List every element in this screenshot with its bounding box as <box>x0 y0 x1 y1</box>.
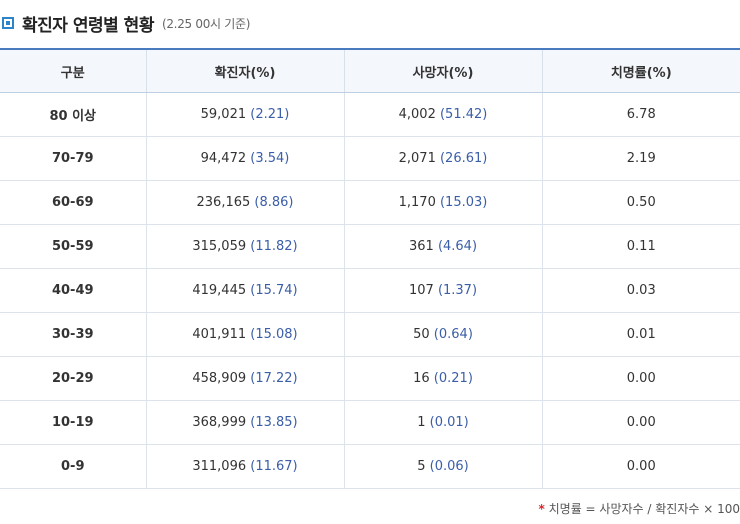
confirmed-cell: 315,059 (11.82) <box>145 224 344 269</box>
deaths-cell: 2,071 (26.61) <box>343 136 542 181</box>
confirmed-percent: (11.82) <box>250 239 298 254</box>
table-row: 70-79 94,472 (3.54) 2,071 (26.61) 2.19 <box>0 136 740 181</box>
fatality-rate-cell: 6.78 <box>541 92 740 137</box>
table-row: 40-49 419,445 (15.74) 107 (1.37) 0.03 <box>0 268 740 313</box>
confirmed-cell: 401,911 (15.08) <box>145 312 344 357</box>
footnote-mark: * <box>538 502 545 516</box>
deaths-count: 50 <box>413 327 430 342</box>
table-row: 0-9 311,096 (11.67) 5 (0.06) 0.00 <box>0 444 740 489</box>
deaths-cell: 5 (0.06) <box>343 444 542 489</box>
table-row: 80 이상 59,021 (2.21) 4,002 (51.42) 6.78 <box>0 92 740 137</box>
table-body: 80 이상 59,021 (2.21) 4,002 (51.42) 6.78 70-79… <box>0 92 740 489</box>
fatality-rate-cell: 0.03 <box>541 268 740 313</box>
age-group-cell: 30-39 <box>0 312 146 357</box>
deaths-count: 107 <box>408 283 434 298</box>
confirmed-percent: (8.86) <box>254 195 294 210</box>
confirmed-cell: 59,021 (2.21) <box>145 92 344 137</box>
fatality-rate-cell: 0.00 <box>541 400 740 445</box>
column-header: 치명률(%) <box>541 49 740 93</box>
confirmed-count: 311,096 <box>192 459 247 474</box>
deaths-cell: 107 (1.37) <box>343 268 542 313</box>
table-row: 20-29 458,909 (17.22) 16 (0.21) 0.00 <box>0 356 740 401</box>
deaths-cell: 1 (0.01) <box>343 400 542 445</box>
age-group-cell: 50-59 <box>0 224 146 269</box>
confirmed-count: 59,021 <box>200 107 247 122</box>
square-bullet-icon <box>2 17 14 29</box>
age-group-cell: 40-49 <box>0 268 146 313</box>
fatality-rate-cell: 0.11 <box>541 224 740 269</box>
age-stats-table: 구분 확진자(%) 사망자(%) 치명률(%) 80 이상 59,021 (2.2… <box>0 48 740 489</box>
table-row: 10-19 368,999 (13.85) 1 (0.01) 0.00 <box>0 400 740 445</box>
confirmed-count: 458,909 <box>192 371 247 386</box>
footnote-text: 치명률 = 사망자수 / 확진자수 × 100 <box>548 502 740 516</box>
table-row: 50-59 315,059 (11.82) 361 (4.64) 0.11 <box>0 224 740 269</box>
confirmed-cell: 368,999 (13.85) <box>145 400 344 445</box>
page-title: 확진자 연령별 현황 <box>22 15 154 36</box>
confirmed-cell: 94,472 (3.54) <box>145 136 344 181</box>
deaths-percent: (0.06) <box>429 459 469 474</box>
confirmed-count: 315,059 <box>192 239 247 254</box>
deaths-percent: (0.21) <box>433 371 473 386</box>
age-group-cell: 70-79 <box>0 136 146 181</box>
deaths-cell: 1,170 (15.03) <box>343 180 542 225</box>
deaths-percent: (51.42) <box>439 107 488 122</box>
confirmed-percent: (11.67) <box>250 459 298 474</box>
deaths-percent: (1.37) <box>437 283 478 298</box>
confirmed-count: 419,445 <box>192 283 247 298</box>
fatality-rate-cell: 2.19 <box>541 136 740 181</box>
confirmed-count: 236,165 <box>196 195 251 210</box>
confirmed-count: 368,999 <box>192 415 247 430</box>
deaths-count: 1 <box>417 415 426 430</box>
column-header: 사망자(%) <box>343 49 542 93</box>
confirmed-percent: (17.22) <box>250 371 298 386</box>
footnote: * 치명률 = 사망자수 / 확진자수 × 100 <box>539 500 740 517</box>
deaths-count: 1,170 <box>398 195 436 210</box>
age-group-cell: 20-29 <box>0 356 146 401</box>
deaths-percent: (26.61) <box>439 151 488 166</box>
column-header: 확진자(%) <box>145 49 344 93</box>
confirmed-count: 401,911 <box>192 327 247 342</box>
age-group-cell: 60-69 <box>0 180 146 225</box>
confirmed-percent: (3.54) <box>250 151 290 166</box>
confirmed-percent: (15.08) <box>250 327 298 342</box>
confirmed-cell: 236,165 (8.86) <box>145 180 344 225</box>
confirmed-percent: (15.74) <box>250 283 298 298</box>
deaths-percent: (4.64) <box>437 239 478 254</box>
confirmed-percent: (13.85) <box>250 415 298 430</box>
deaths-count: 361 <box>408 239 434 254</box>
age-group-cell: 80 이상 <box>0 92 146 137</box>
table-row: 60-69 236,165 (8.86) 1,170 (15.03) 0.50 <box>0 180 740 225</box>
confirmed-cell: 311,096 (11.67) <box>145 444 344 489</box>
deaths-count: 16 <box>413 371 430 386</box>
age-group-cell: 10-19 <box>0 400 146 445</box>
fatality-rate-cell: 0.00 <box>541 444 740 489</box>
deaths-count: 5 <box>417 459 426 474</box>
deaths-cell: 4,002 (51.42) <box>343 92 542 137</box>
fatality-rate-cell: 0.00 <box>541 356 740 401</box>
confirmed-cell: 458,909 (17.22) <box>145 356 344 401</box>
confirmed-percent: (2.21) <box>250 107 290 122</box>
table-row: 30-39 401,911 (15.08) 50 (0.64) 0.01 <box>0 312 740 357</box>
age-group-cell: 0-9 <box>0 444 146 489</box>
deaths-cell: 361 (4.64) <box>343 224 542 269</box>
page-subtitle: (2.25 00시 기준) <box>161 16 251 31</box>
deaths-cell: 16 (0.21) <box>343 356 542 401</box>
confirmed-cell: 419,445 (15.74) <box>145 268 344 313</box>
deaths-percent: (0.01) <box>429 415 469 430</box>
deaths-percent: (0.64) <box>433 327 473 342</box>
fatality-rate-cell: 0.01 <box>541 312 740 357</box>
table-header-row: 구분 확진자(%) 사망자(%) 치명률(%) <box>0 49 740 93</box>
deaths-count: 4,002 <box>398 107 436 122</box>
section-header: 확진자 연령별 현황 (2.25 00시 기준) <box>0 10 250 36</box>
deaths-count: 2,071 <box>398 151 436 166</box>
confirmed-count: 94,472 <box>200 151 247 166</box>
fatality-rate-cell: 0.50 <box>541 180 740 225</box>
deaths-cell: 50 (0.64) <box>343 312 542 357</box>
column-header: 구분 <box>0 49 146 93</box>
deaths-percent: (15.03) <box>439 195 488 210</box>
